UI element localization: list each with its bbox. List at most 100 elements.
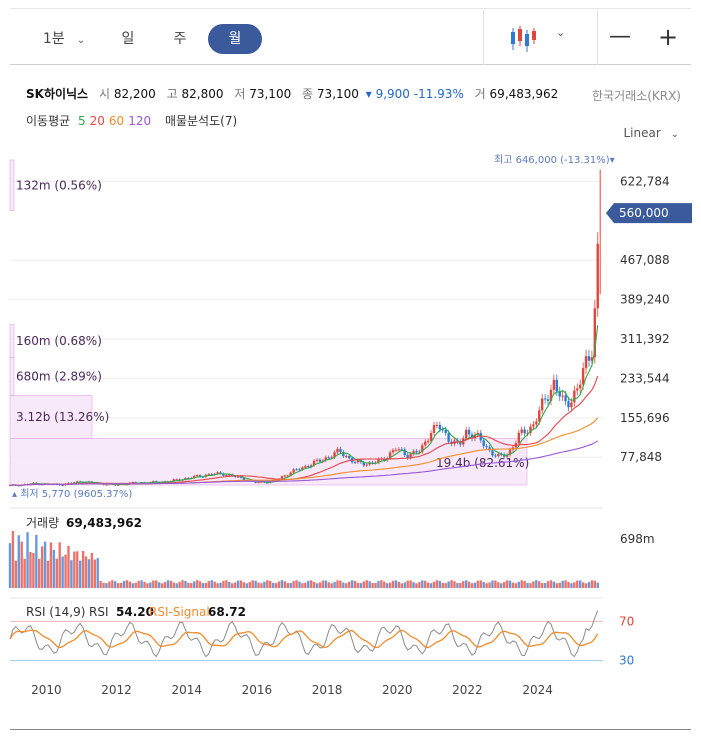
volume-bar: [8, 543, 12, 588]
year-tick-label: 2010: [31, 683, 62, 697]
moving-average-legend[interactable]: 이동평균 5 20 60 120 매물분석도(7): [26, 112, 241, 129]
volume-bar: [403, 582, 406, 588]
scale-dropdown[interactable]: Linear ⌄: [623, 126, 679, 140]
volume-bar: [116, 583, 120, 588]
volume-bar: [485, 583, 488, 588]
year-tick-label: 2014: [171, 683, 202, 697]
candle-body: [193, 476, 196, 478]
chart-type-dropdown[interactable]: ⌄: [508, 24, 578, 54]
candle-body: [342, 452, 345, 457]
volume-panel-value: 69,483,962: [66, 516, 142, 530]
volume-bar: [561, 580, 564, 588]
candle-body: [576, 388, 579, 391]
volume-bar: [292, 581, 295, 588]
candle-body: [371, 462, 374, 464]
volume-bar: [540, 583, 544, 588]
volume-bar: [195, 580, 199, 588]
volume-bar: [438, 580, 442, 588]
candle-body: [298, 469, 301, 471]
candle-body: [283, 475, 287, 477]
candle-body: [347, 456, 351, 459]
candle-body: [532, 424, 535, 427]
year-tick-label: 2018: [312, 683, 343, 697]
year-tick-label: 2012: [101, 683, 132, 697]
year-tick-label: 2016: [242, 683, 273, 697]
volume-bar: [163, 582, 167, 588]
volume-bar: [315, 583, 319, 588]
volume-bar: [105, 583, 108, 588]
rsi-panel-title: RSI (14,9): [26, 605, 85, 619]
volume-bar: [596, 582, 599, 588]
volume-bar: [520, 580, 523, 588]
candle-body: [578, 384, 582, 389]
volume-bar: [318, 582, 322, 588]
current-price-badge: [606, 203, 692, 224]
candle-body: [155, 481, 158, 483]
volume-bar: [549, 580, 553, 588]
candle-body: [362, 462, 366, 466]
volume-bar: [93, 559, 96, 588]
candle-body: [412, 451, 415, 454]
candle-body: [520, 429, 523, 433]
volume-bar: [140, 580, 143, 588]
volume-bar: [304, 582, 307, 588]
volume-bar: [73, 551, 76, 588]
volume-bar: [359, 583, 363, 588]
volume-bar: [590, 580, 594, 588]
candle-body: [459, 441, 462, 445]
low-annotation: ▴ 최저 5,770 (9605.37%): [12, 488, 132, 500]
volume-bar: [365, 580, 368, 588]
candle-body: [280, 476, 284, 479]
candle-body: [570, 402, 573, 408]
volume-bar: [90, 552, 94, 588]
timeframe-day-tab[interactable]: 일: [121, 31, 135, 47]
volume-bar: [193, 581, 196, 588]
price-tick-label: 467,088: [620, 253, 670, 267]
volume-bar: [356, 582, 360, 588]
volume-bar: [467, 581, 471, 588]
volume-bar: [271, 582, 275, 588]
volume-bar: [538, 581, 541, 588]
volume-bar: [155, 580, 158, 588]
volume-bar: [464, 580, 468, 588]
volume-bar: [17, 535, 20, 588]
zoom-in-button[interactable]: +: [657, 23, 679, 51]
volume-bar: [406, 580, 409, 588]
candle-body: [409, 453, 412, 459]
volume-bar: [96, 558, 99, 588]
volume-bar: [324, 580, 327, 588]
timeframe-minute-dropdown[interactable]: 1분 ⌄: [34, 24, 94, 54]
candle-body: [76, 481, 79, 483]
rsi-signal-line: [9, 629, 599, 649]
timeframe-week-tab[interactable]: 주: [173, 31, 187, 47]
open-label: 시: [98, 87, 110, 101]
candle-body: [210, 474, 213, 476]
volume-bar: [280, 580, 284, 588]
volume-bar: [473, 582, 477, 588]
timeframe-month-tab[interactable]: 월: [208, 24, 262, 54]
candle-body: [415, 451, 418, 453]
ma5-legend: 5: [78, 114, 86, 128]
candle-body: [561, 395, 564, 397]
volume-bar: [383, 581, 386, 588]
candle-body: [529, 426, 532, 433]
volume-bar: [523, 580, 526, 588]
candle-body: [70, 482, 73, 484]
volume-bar: [386, 583, 389, 588]
volume-bar: [222, 580, 225, 588]
zoom-out-button[interactable]: —: [609, 24, 631, 49]
volume-bar: [388, 582, 392, 588]
rsi-level-30-label: 30: [619, 654, 634, 668]
ma120-legend: 120: [128, 114, 152, 128]
volume-bar: [450, 580, 453, 588]
chevron-down-icon: ⌄: [76, 35, 86, 46]
candle-body: [540, 398, 544, 411]
volume-bar: [587, 582, 591, 588]
volume-bar: [210, 580, 213, 588]
volume-bar: [491, 580, 494, 588]
volume-bar: [149, 582, 152, 588]
volume-bar: [289, 582, 292, 588]
volume-bar: [242, 582, 246, 588]
rsi-value: 54.20: [116, 605, 154, 619]
